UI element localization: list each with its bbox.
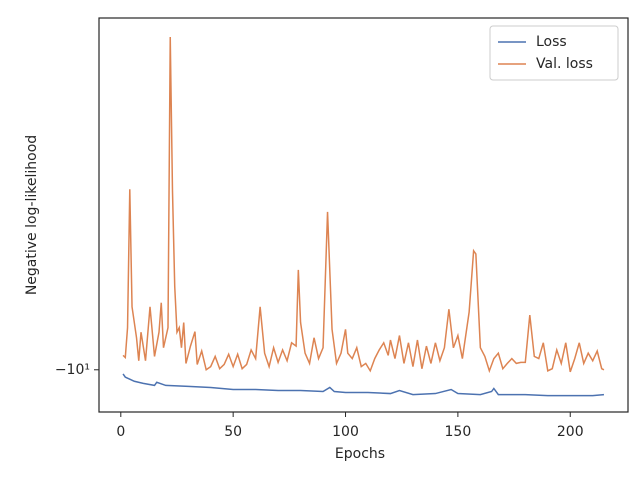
x-axis-label: Epochs <box>335 446 385 462</box>
x-tick-label: 0 <box>116 424 125 440</box>
x-tick-label: 100 <box>332 424 359 440</box>
x-tick-label: 150 <box>445 424 472 440</box>
series-line <box>122 37 605 374</box>
x-tick-label: 50 <box>224 424 242 440</box>
legend-box <box>489 25 619 81</box>
y-axis-label: Negative log-likelihood <box>24 135 40 295</box>
y-tick-label: −10¹ <box>55 362 90 378</box>
plot-frame <box>98 17 629 413</box>
legend-label: Loss <box>536 34 567 50</box>
legend: Loss Val. loss <box>489 25 619 81</box>
x-tick-label: 200 <box>557 424 584 440</box>
series-line <box>122 373 605 397</box>
legend-label: Val. loss <box>536 56 593 72</box>
